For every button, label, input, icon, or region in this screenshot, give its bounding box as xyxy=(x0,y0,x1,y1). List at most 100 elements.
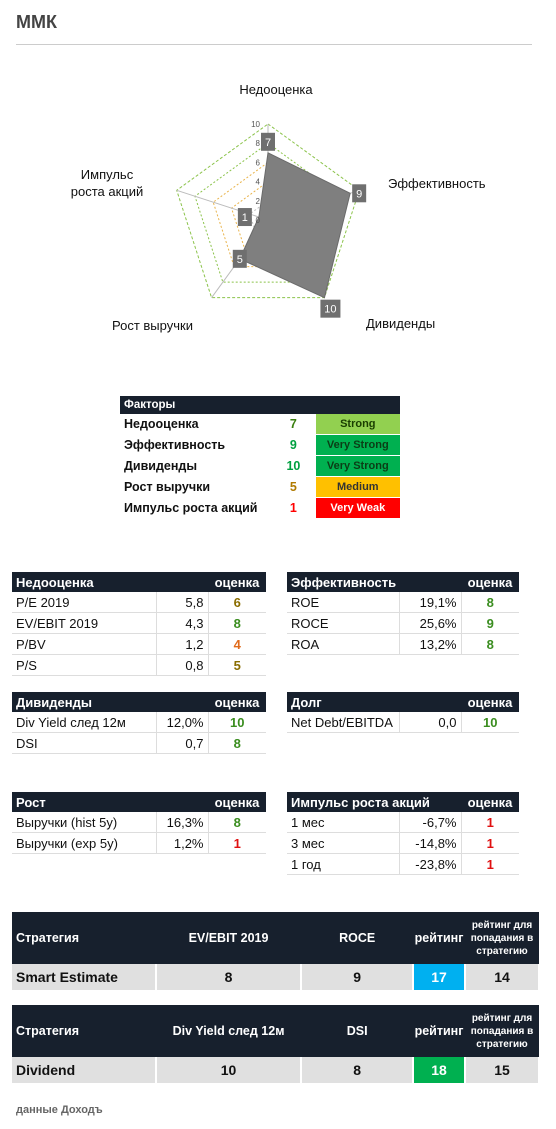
page-title: ММК xyxy=(16,12,57,32)
metric-value: 16,3% xyxy=(156,812,209,833)
radar-label-dividends: Дивиденды xyxy=(366,316,436,331)
radar-value-box xyxy=(352,184,367,203)
metric-value: 12,0% xyxy=(156,712,209,733)
metric-name: 3 мес xyxy=(287,832,400,854)
radar-label-revenue-growth: Рост выручки xyxy=(112,318,193,333)
metric-score: 10 xyxy=(461,712,519,733)
strategy-name: Dividend xyxy=(12,1057,157,1083)
radar-tick-label: 0 xyxy=(256,216,261,225)
metric-score: 1 xyxy=(461,812,519,833)
factor-score: 7 xyxy=(289,417,297,432)
radar-value-label: 7 xyxy=(265,137,271,149)
metric-score: 1 xyxy=(461,853,519,875)
metric-score: 8 xyxy=(208,732,266,754)
threshold-value: 15 xyxy=(465,1057,540,1083)
momentum-title: Импульс роста акций xyxy=(287,792,461,812)
metric1-header: Div Yield след 12м xyxy=(155,1005,302,1057)
score-header: оценка xyxy=(208,792,266,812)
metric-score: 8 xyxy=(208,612,266,634)
strategy-table-smart-estimate: Стратегия EV/EBIT 2019 ROCE рейтинг рейт… xyxy=(12,912,540,990)
metric-name: Выручки (exp 5y) xyxy=(12,832,157,854)
table-row: Выручки (exp 5y) 1,2% 1 xyxy=(12,832,266,854)
factor-score: 9 xyxy=(289,438,297,452)
metric-name: ROCE xyxy=(287,612,400,634)
metric-name: Div Yield след 12м xyxy=(12,712,157,733)
metric-score: 10 xyxy=(208,712,266,733)
score-header: оценка xyxy=(208,692,266,712)
factor-name: Эффективность xyxy=(124,438,226,452)
metric-value: -23,8% xyxy=(399,853,462,875)
factors-header: Факторы xyxy=(120,396,400,414)
debt-title: Долг xyxy=(287,692,461,712)
score-header: оценка xyxy=(461,572,519,592)
undervaluation-table: Недооценка оценка P/E 2019 5,8 6 EV/EBIT 201… xyxy=(12,572,266,676)
metric-value: 1,2 xyxy=(156,633,209,655)
factor-name: Импульс роста акций xyxy=(124,501,258,515)
table-row: EV/EBIT 2019 4,3 8 xyxy=(12,612,266,634)
factor-score: 5 xyxy=(289,480,297,494)
radar-chart: 0 2 4 6 8 10 7 9 10 5 1 xyxy=(176,120,367,318)
metric-name: Net Debt/EBITDA xyxy=(287,712,400,733)
radar-tick-label: 4 xyxy=(256,178,261,187)
factor-rating-badge: Very Weak xyxy=(315,497,400,519)
metric-name: P/S xyxy=(12,654,157,676)
table-row: 1 год -23,8% 1 xyxy=(287,853,519,875)
radar-value-box xyxy=(320,299,341,318)
title-divider xyxy=(16,44,532,45)
factor-row: Эффективность 9 Very Strong xyxy=(120,434,400,456)
score-header: оценка xyxy=(461,792,519,812)
radar-value-label: 9 xyxy=(356,188,362,200)
metric-value: 19,1% xyxy=(399,592,462,613)
table-row: DSI 0,7 8 xyxy=(12,732,266,754)
metric-name: P/E 2019 xyxy=(12,592,157,613)
radar-tick-label: 6 xyxy=(256,158,261,167)
radar-data-area xyxy=(239,152,351,299)
metric-value: 1,2% xyxy=(156,832,209,854)
metric2-value: 9 xyxy=(301,964,415,990)
metric1-value: 8 xyxy=(155,964,303,990)
table-row: ROA 13,2% 8 xyxy=(287,633,519,655)
metric-score: 1 xyxy=(461,832,519,854)
efficiency-title: Эффективность xyxy=(287,572,461,592)
radar-label-efficiency: Эффективность xyxy=(388,176,486,191)
table-row: ROCE 25,6% 9 xyxy=(287,612,519,634)
radar-value-box xyxy=(261,132,275,151)
metric2-header: ROCE xyxy=(301,912,414,964)
table-row: Выручки (hist 5y) 16,3% 8 xyxy=(12,812,266,833)
score-header: оценка xyxy=(461,692,519,712)
metric2-value: 8 xyxy=(301,1057,415,1083)
factor-score: 10 xyxy=(286,459,301,473)
strategy-header: Стратегия xyxy=(12,1005,156,1057)
factor-rating-badge: Very Strong xyxy=(315,434,400,456)
score-header: оценка xyxy=(208,572,266,592)
factor-row: Недооценка 7 Strong xyxy=(120,414,400,435)
table-row: P/BV 1,2 4 xyxy=(12,633,266,655)
radar-value-label: 5 xyxy=(237,254,243,266)
rating-header: рейтинг xyxy=(413,1005,466,1057)
metric-name: DSI xyxy=(12,732,157,754)
rating-header: рейтинг xyxy=(413,912,466,964)
metric-value: -6,7% xyxy=(399,812,462,833)
debt-table: Долг оценка Net Debt/EBITDA 0,0 10 xyxy=(287,692,519,733)
factor-name: Дивиденды xyxy=(124,459,198,473)
metric2-header: DSI xyxy=(301,1005,414,1057)
growth-table: Рост оценка Выручки (hist 5y) 16,3% 8 Выручк… xyxy=(12,792,266,854)
table-row: Net Debt/EBITDA 0,0 10 xyxy=(287,712,519,733)
dividends-title: Дивиденды xyxy=(12,692,208,712)
metric-value: 5,8 xyxy=(156,592,209,613)
radar-tick-label: 10 xyxy=(251,120,260,129)
metric-name: 1 год xyxy=(287,853,400,875)
metric-name: 1 мес xyxy=(287,812,400,833)
factor-row: Дивиденды 10 Very Strong xyxy=(120,455,400,477)
metric-value: 4,3 xyxy=(156,612,209,634)
factor-row: Рост выручки 5 Medium xyxy=(120,476,400,498)
table-row: ROE 19,1% 8 xyxy=(287,592,519,613)
metric-score: 8 xyxy=(461,633,519,655)
metric-name: P/BV xyxy=(12,633,157,655)
metric-name: EV/EBIT 2019 xyxy=(12,612,157,634)
metric-score: 8 xyxy=(208,812,266,833)
metric-name: Выручки (hist 5y) xyxy=(12,812,157,833)
factor-row: Импульс роста акций 1 Very Weak xyxy=(120,497,400,519)
metric-value: 0,8 xyxy=(156,654,209,676)
radar-tick-label: 8 xyxy=(256,139,261,148)
